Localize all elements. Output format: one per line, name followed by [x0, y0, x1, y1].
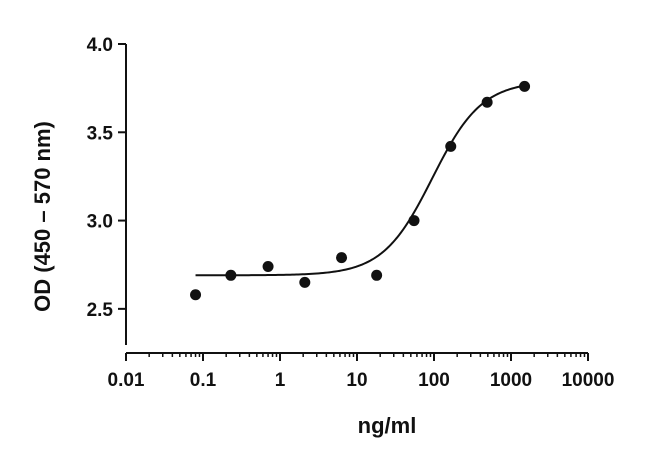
x-tick-label: 10: [346, 370, 367, 391]
axes: [125, 44, 588, 354]
x-tick-label: 1000: [490, 370, 532, 391]
fit-curve: [195, 84, 525, 277]
data-point: [225, 269, 237, 281]
data-point: [408, 215, 420, 227]
data-point: [262, 260, 274, 272]
x-tick-label: 0.01: [108, 370, 145, 391]
y-tick-label: 3.5: [87, 123, 114, 144]
data-point: [481, 96, 493, 108]
data-point: [336, 252, 348, 264]
data-point: [519, 80, 531, 92]
data-point: [371, 269, 383, 281]
x-tick-label: 100: [418, 370, 450, 391]
y-axis-label: OD (450 – 570 nm): [30, 121, 55, 312]
y-tick-label: 3.0: [87, 212, 113, 233]
data-point: [190, 289, 202, 301]
x-tick-label: 1: [275, 370, 286, 391]
y-tick-label: 2.5: [87, 300, 114, 321]
x-axis-label: ng/ml: [358, 413, 417, 438]
data-point: [445, 140, 457, 152]
y-tick-label: 4.0: [87, 35, 113, 56]
x-tick-label: 10000: [562, 370, 615, 391]
ticks: [118, 43, 589, 361]
x-tick-label: 0.1: [190, 370, 217, 391]
tick-labels: 0.01 0.1 1 10 100 1000 10000 2.5 3.0 3.5 4.0: [87, 35, 615, 391]
data-point: [299, 276, 311, 288]
data-points: [190, 80, 531, 301]
